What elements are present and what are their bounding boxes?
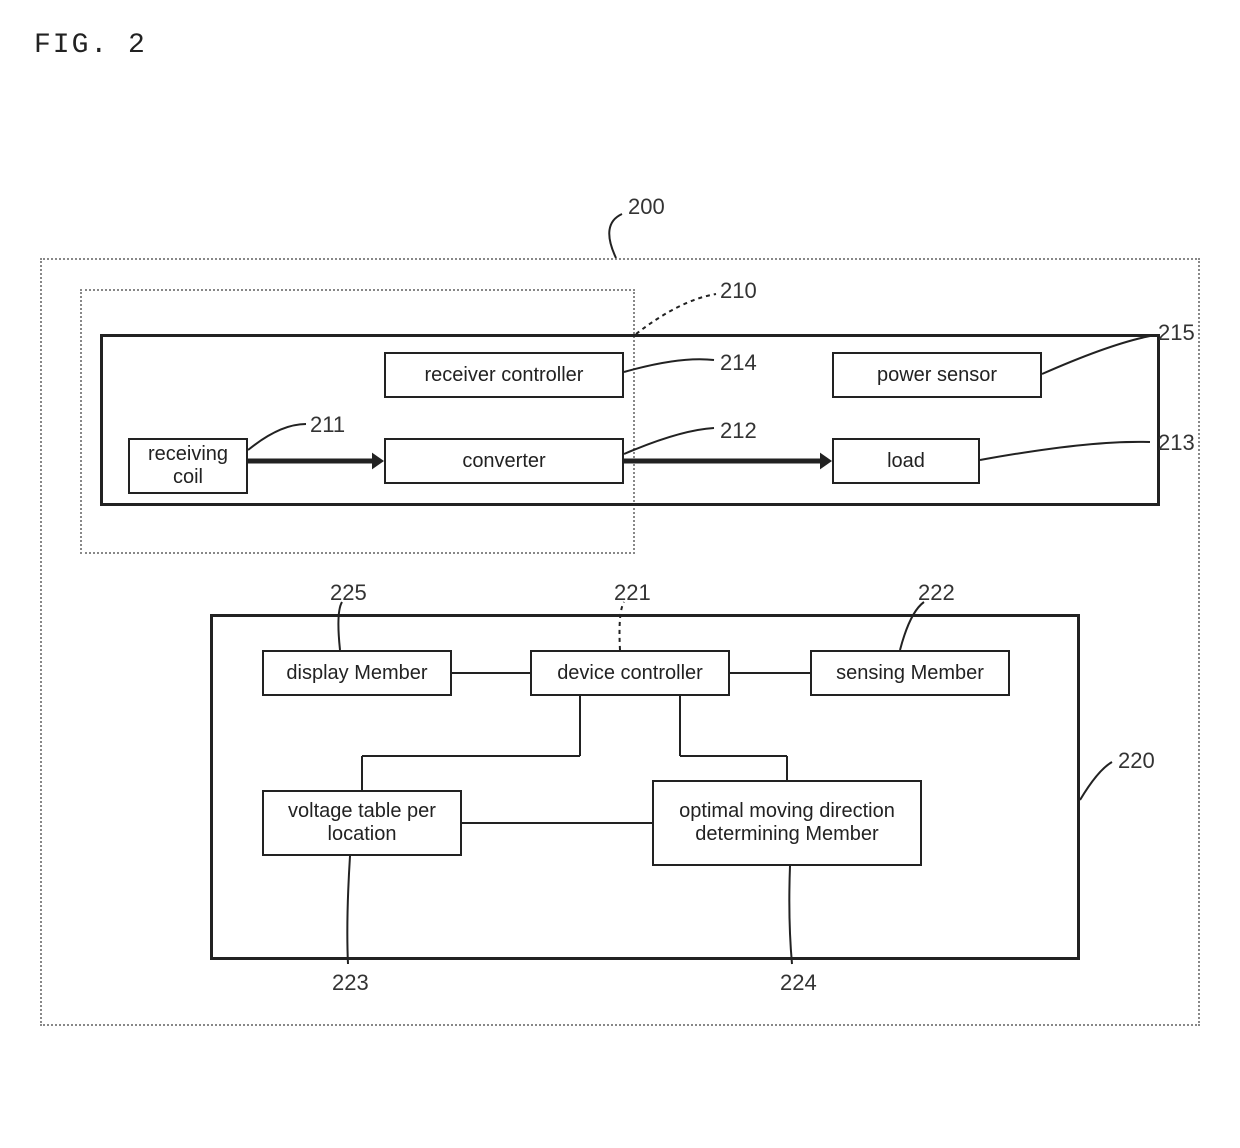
box-power-sensor: power sensor bbox=[832, 352, 1042, 398]
box-label: optimal moving direction determining Mem… bbox=[658, 800, 916, 846]
box-receiver-controller: receiver controller bbox=[384, 352, 624, 398]
box-label: load bbox=[887, 450, 925, 473]
diagram-canvas: FIG. 2 receiver controller power sensor … bbox=[0, 0, 1240, 1148]
box-label: display Member bbox=[286, 662, 427, 685]
ref-222: 222 bbox=[918, 580, 955, 606]
box-label: receiving coil bbox=[134, 443, 242, 489]
ref-224: 224 bbox=[780, 970, 817, 996]
box-converter: converter bbox=[384, 438, 624, 484]
box-display-member: display Member bbox=[262, 650, 452, 696]
box-voltage-table: voltage table per location bbox=[262, 790, 462, 856]
ref-212: 212 bbox=[720, 418, 757, 444]
box-label: sensing Member bbox=[836, 662, 984, 685]
ref-215: 215 bbox=[1158, 320, 1195, 346]
box-receiving-coil: receiving coil bbox=[128, 438, 248, 494]
ref-214: 214 bbox=[720, 350, 757, 376]
figure-title: FIG. 2 bbox=[34, 30, 147, 61]
ref-200: 200 bbox=[628, 194, 665, 220]
ref-220: 220 bbox=[1118, 748, 1155, 774]
ref-210: 210 bbox=[720, 278, 757, 304]
box-label: receiver controller bbox=[425, 364, 584, 387]
ref-223: 223 bbox=[332, 970, 369, 996]
box-label: device controller bbox=[557, 662, 703, 685]
box-device-controller: device controller bbox=[530, 650, 730, 696]
box-optimal-moving: optimal moving direction determining Mem… bbox=[652, 780, 922, 866]
box-sensing-member: sensing Member bbox=[810, 650, 1010, 696]
box-label: power sensor bbox=[877, 364, 997, 387]
ref-225: 225 bbox=[330, 580, 367, 606]
ref-221: 221 bbox=[614, 580, 651, 606]
box-load: load bbox=[832, 438, 980, 484]
box-label: voltage table per location bbox=[268, 800, 456, 846]
ref-211: 211 bbox=[310, 412, 345, 438]
box-label: converter bbox=[462, 450, 545, 473]
ref-213: 213 bbox=[1158, 430, 1195, 456]
